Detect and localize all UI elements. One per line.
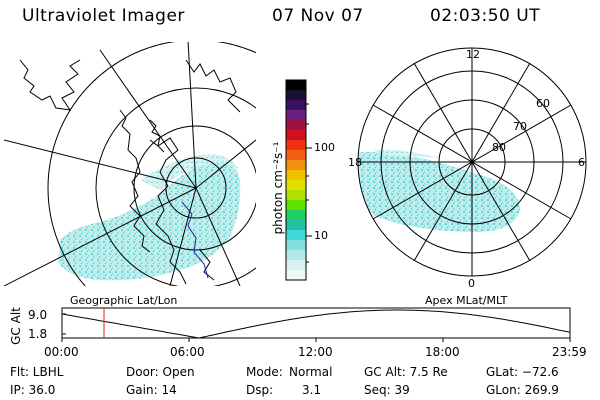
colorbar-step [286, 110, 306, 121]
polar-mlt-6: 6 [578, 156, 585, 169]
date-label: 07 Nov 07 [272, 6, 364, 26]
colorbar-step [286, 90, 306, 101]
altitude-xtick-0000: 00:00 [44, 345, 79, 359]
colorbar-step [286, 200, 306, 211]
colorbar-step [286, 180, 306, 191]
colorbar-step [286, 120, 306, 131]
colorbar-step [286, 150, 306, 161]
geo-map-label: Geographic Lat/Lon [70, 294, 178, 307]
colorbar-step [286, 80, 306, 91]
altitude-ytick-1-8: 1.8 [28, 327, 48, 341]
polar-lat-60: 60 [536, 97, 550, 110]
instrument-title: Ultraviolet Imager [22, 6, 185, 26]
status-glon: GLon: 269.9 [486, 383, 559, 397]
colorbar-step [286, 170, 306, 181]
polar-plot-label: Apex MLat/MLT [425, 294, 508, 307]
colorbar-tick-10: 10 [314, 229, 328, 242]
geo-map-content [4, 42, 256, 286]
colorbar-step [286, 210, 306, 221]
polar-mlt-12: 12 [466, 48, 480, 61]
polar-lat-70: 70 [513, 120, 527, 133]
altitude-xtick-1800: 18:00 [425, 345, 460, 359]
colorbar-step [286, 190, 306, 201]
status-gc-alt: GC Alt: 7.5 Re [364, 365, 448, 379]
status-glat: GLat: −72.6 [486, 365, 559, 379]
colorbar-step [286, 220, 306, 231]
colorbar-gradient [286, 80, 306, 281]
status-filter: Flt: LBHL [10, 365, 64, 379]
altitude-xtick-2359: 23:59 [552, 345, 587, 359]
altitude-ytick-9: 9.0 [28, 308, 48, 322]
colorbar-step [286, 230, 306, 241]
polar-lat-80: 80 [492, 141, 506, 154]
time-label: 02:03:50 UT [430, 6, 541, 26]
colorbar-step [286, 130, 306, 141]
status-seq: Seq: 39 [364, 383, 410, 397]
status-gain: Gain: 14 [126, 383, 177, 397]
polar-mlt-0: 0 [468, 277, 475, 290]
polar-mlt-18: 18 [348, 156, 362, 169]
polar-aurora-band [358, 151, 520, 232]
colorbar-step [286, 260, 306, 271]
status-dsp-value: 3.1 [302, 383, 322, 397]
altitude-xtick-1200: 12:00 [298, 345, 333, 359]
status-dsp-label: Dsp: [246, 383, 274, 397]
status-ip: IP: 36.0 [10, 383, 56, 397]
altitude-curve [61, 309, 571, 339]
colorbar-step [286, 160, 306, 171]
status-mode-label: Mode: [246, 365, 283, 379]
colorbar-step [286, 140, 306, 151]
status-door: Door: Open [126, 365, 195, 379]
altitude-ylabel: GC Alt [9, 307, 23, 345]
geo-coastline [19, 59, 241, 285]
altitude-xtick-0600: 06:00 [170, 345, 205, 359]
colorbar-tick-100: 100 [314, 141, 335, 154]
colorbar-step [286, 250, 306, 261]
colorbar-step [286, 270, 306, 281]
colorbar-step [286, 240, 306, 251]
status-mode-value: Normal [289, 365, 333, 379]
colorbar-step [286, 100, 306, 111]
